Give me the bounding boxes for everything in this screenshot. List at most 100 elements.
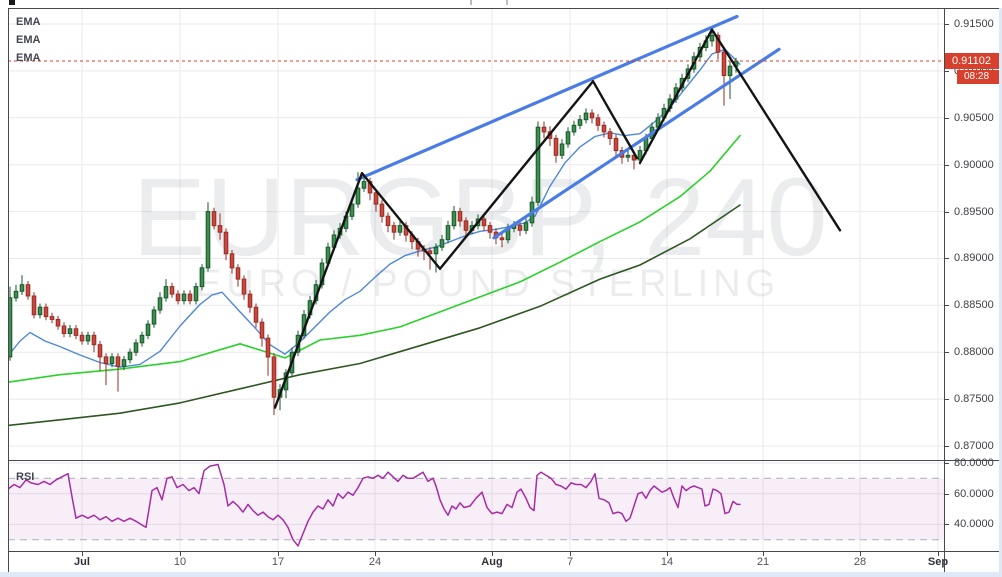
time-axis-label: 28 [853,556,867,568]
channel-lower-blue[interactable] [492,47,781,240]
price-axis-label: 80.0000 [954,457,994,469]
candle-body [247,293,253,308]
price-axis-tick [945,446,949,447]
candle-body [265,337,271,358]
price-axis-tick [945,118,949,119]
candle-body [31,295,37,316]
last-price-badge: 0.91102 [945,53,999,69]
candle-body [43,306,49,318]
candle-body [457,211,463,222]
candle-body [481,218,487,227]
ema-mid-green[interactable] [8,134,741,384]
time-axis-label: 21 [756,556,770,568]
candle-body [259,321,265,339]
time-axis-tick [938,552,939,556]
candles-layer[interactable] [8,31,739,416]
candle-body [49,316,55,320]
candle-body [439,239,445,248]
bar-countdown-badge: 08:28 [957,70,999,84]
candle-body [193,286,199,302]
rsi-line[interactable] [8,463,741,547]
candle-body [199,267,205,288]
price-axis-label: 60.0000 [954,488,994,500]
candle-body [349,203,355,217]
candle-body [709,34,715,42]
candle-body [217,225,223,233]
candle-body [211,211,217,227]
candle-body [427,250,433,255]
time-axis-label: 14 [660,556,674,568]
price-axis-label: 40.0000 [954,518,994,530]
time-axis-label: 10 [173,556,187,568]
candle-body [109,356,115,364]
candle-body [721,51,727,76]
time-axis[interactable]: Jul 10 17 24 Aug 7 14 21 28 Sep [8,552,948,572]
time-axis-label: 17 [271,556,285,568]
bottom-strip [0,572,1002,577]
candle-body [103,356,109,364]
price-axis-label: 0.91500 [954,18,994,30]
candle-body [583,112,589,121]
candle-body [253,306,259,323]
price-axis-label: 0.87000 [954,440,994,452]
ema-legend-3[interactable]: EMA [16,52,41,64]
candle-body [175,293,181,302]
time-axis-label: Jul [74,556,90,568]
candle-body [433,246,439,255]
price-axis-tick [945,494,949,495]
price-axis-label: 0.88500 [954,299,994,311]
ema-slow-darkgreen[interactable] [8,204,741,427]
candle-body [235,267,241,280]
candle-body [385,215,391,227]
candle-body [229,253,235,269]
ema-legend-1[interactable]: EMA [16,16,41,28]
channel-upper-blue[interactable] [355,14,739,182]
time-axis-tick [492,552,493,556]
candle-body [8,297,13,358]
price-axis-tick [945,165,949,166]
candle-body [181,293,187,302]
candle-body [271,356,277,398]
time-axis-tick [278,552,279,556]
price-axis-tick [945,24,949,25]
watermark-title: EURGBP, 240 [132,156,827,279]
price-axis[interactable]: 0.915000.910000.905000.900000.895000.890… [945,8,999,572]
candle-body [145,323,151,336]
zigzag-black-1[interactable] [273,79,639,409]
candle-body [37,306,43,316]
candle-body [223,231,229,255]
price-axis-tick [945,524,949,525]
candle-body [463,220,469,231]
candle-body [541,126,547,133]
zigzag-black-2[interactable] [638,28,842,232]
gridlines [8,8,944,551]
candle-body [169,286,175,295]
time-axis-tick [667,552,668,556]
candle-body [163,286,169,299]
candle-body [601,124,607,133]
candle-body [19,284,25,292]
candle-body [553,137,559,156]
time-axis-tick [570,552,571,556]
candle-body [379,203,385,217]
candle-body [565,131,571,145]
candle-body [577,119,583,126]
rsi-legend[interactable]: RSI [16,471,35,483]
toolbar-fragment-tick [506,0,508,5]
time-axis-tick [860,552,861,556]
time-axis-tick [82,552,83,556]
candle-body [637,150,643,161]
candle-body [25,284,31,297]
candle-body [361,181,367,189]
candle-body [355,187,361,205]
ema-legend-2[interactable]: EMA [16,34,41,46]
price-axis-label: 0.87500 [954,393,994,405]
price-axis-tick [945,463,949,464]
toolbar-fragment-tick [470,0,472,5]
time-axis-label: Aug [481,556,503,568]
candle-body [55,318,61,327]
candle-body [241,278,247,295]
